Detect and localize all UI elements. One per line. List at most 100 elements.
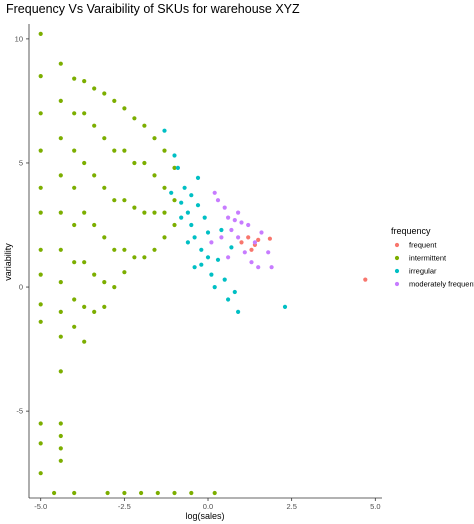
data-point xyxy=(38,210,43,215)
data-point xyxy=(226,255,231,260)
data-point xyxy=(266,250,271,255)
data-point xyxy=(92,123,97,128)
data-point xyxy=(72,111,77,116)
data-point xyxy=(38,31,43,36)
y-axis-ticks: -5 0 5 10 xyxy=(15,34,29,416)
data-point xyxy=(142,160,147,166)
data-point xyxy=(58,98,63,103)
data-point xyxy=(142,210,147,215)
data-point xyxy=(102,304,107,309)
data-point xyxy=(182,185,187,190)
data-point xyxy=(102,185,107,190)
legend-key xyxy=(394,255,400,261)
data-point xyxy=(162,128,167,133)
data-point xyxy=(132,116,137,121)
data-point xyxy=(38,319,43,324)
x-tick-label: 2.5 xyxy=(286,502,296,511)
y-tick-label: 10 xyxy=(15,34,23,43)
data-point xyxy=(162,235,167,240)
data-point xyxy=(172,222,177,228)
data-point xyxy=(72,76,77,81)
data-point xyxy=(212,190,217,195)
data-point xyxy=(38,272,43,277)
data-point xyxy=(72,148,77,153)
legend-key xyxy=(394,268,400,274)
data-point xyxy=(122,148,127,153)
series-irregular xyxy=(162,128,288,314)
legend-title: frequency xyxy=(391,226,431,236)
data-point xyxy=(38,302,43,307)
legend-item-frequent: frequent xyxy=(394,241,437,250)
data-point xyxy=(72,260,77,265)
data-point xyxy=(82,260,87,265)
data-point xyxy=(58,61,63,66)
data-point xyxy=(112,198,117,203)
data-point xyxy=(112,98,117,103)
data-point xyxy=(38,148,43,153)
data-point xyxy=(102,235,107,240)
data-point xyxy=(175,165,180,170)
data-point xyxy=(162,148,167,153)
data-point xyxy=(185,240,190,245)
data-point xyxy=(122,490,127,496)
x-axis-ticks: -5.0 -2.5 0.0 2.5 5.0 xyxy=(34,498,381,511)
data-point xyxy=(209,272,214,277)
data-point xyxy=(209,240,214,245)
data-point xyxy=(219,227,224,233)
data-point xyxy=(282,304,288,309)
data-point xyxy=(189,193,194,198)
data-point xyxy=(112,285,117,290)
data-point xyxy=(52,490,57,496)
data-point xyxy=(152,173,157,178)
data-point xyxy=(139,490,144,496)
data-point xyxy=(252,240,257,245)
data-point xyxy=(122,198,127,203)
data-point xyxy=(199,262,204,267)
legend-label: irregular xyxy=(409,267,437,276)
x-tick-label: -5.0 xyxy=(34,502,47,511)
data-point xyxy=(72,324,77,329)
data-point xyxy=(132,205,137,210)
data-point xyxy=(363,277,368,282)
data-point xyxy=(142,255,147,260)
data-point xyxy=(82,160,87,166)
data-point xyxy=(172,153,177,158)
data-point xyxy=(215,257,221,262)
data-point xyxy=(92,86,97,91)
legend-label: moderately frequent xyxy=(409,280,474,289)
data-point xyxy=(82,111,87,116)
chart-title: Frequency Vs Varaibility of SKUs for war… xyxy=(6,2,300,16)
data-point xyxy=(172,165,177,170)
data-point xyxy=(38,111,43,116)
data-point xyxy=(82,210,87,215)
data-point xyxy=(222,277,227,282)
data-point xyxy=(105,490,110,496)
data-point xyxy=(195,203,201,208)
data-point xyxy=(58,210,63,215)
data-point xyxy=(226,297,231,302)
data-point xyxy=(58,173,63,178)
data-point xyxy=(256,237,261,242)
data-point xyxy=(58,136,63,141)
data-point xyxy=(58,446,63,451)
data-point xyxy=(58,458,63,463)
data-point xyxy=(142,123,147,128)
data-point xyxy=(132,160,137,166)
data-point xyxy=(212,490,217,496)
data-point xyxy=(72,222,77,228)
data-point xyxy=(58,369,63,374)
data-point xyxy=(38,471,43,476)
data-point xyxy=(58,309,63,314)
data-point xyxy=(72,185,77,190)
points-layer xyxy=(38,31,368,496)
data-point xyxy=(205,255,211,260)
data-point xyxy=(152,247,157,252)
y-axis-title: variability xyxy=(3,243,13,281)
data-point xyxy=(155,490,160,496)
data-point xyxy=(38,441,43,446)
y-tick-label: 0 xyxy=(19,283,23,292)
data-point xyxy=(112,148,117,153)
legend-item-intermittent: intermittent xyxy=(394,254,447,263)
data-point xyxy=(58,421,63,426)
